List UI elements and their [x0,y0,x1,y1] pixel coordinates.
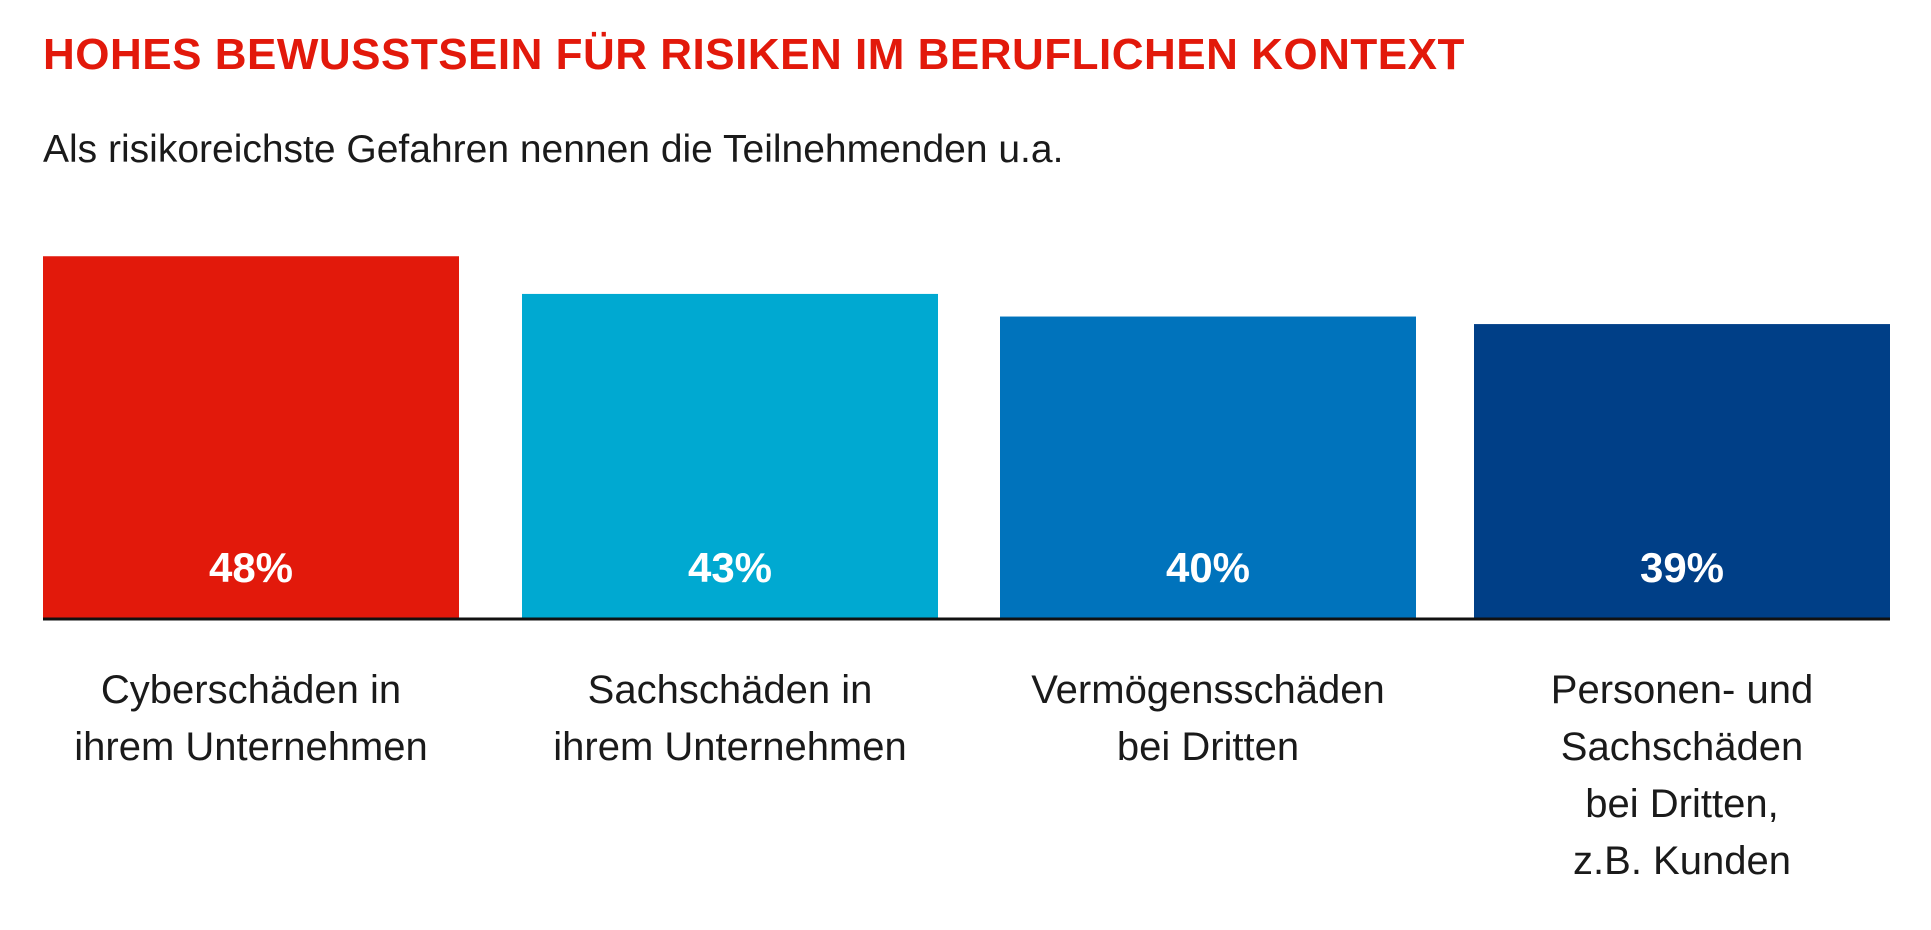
bar [1474,324,1890,618]
category-label: Sachschäden in ihrem Unternehmen [553,668,907,769]
chart-title: HOHES BEWUSSTSEIN FÜR RISIKEN IM BERUFLI… [43,30,1465,79]
bar [522,293,938,618]
category-label: Vermögensschäden bei Dritten [1031,668,1385,769]
value-label: 43% [688,544,772,591]
value-label: 39% [1640,544,1724,591]
value-label: 40% [1166,544,1250,591]
category-label: Cyberschäden in ihrem Unternehmen [74,668,428,769]
chart-subtitle: Als risikoreichste Gefahren nennen die T… [43,128,1064,171]
category-label: Personen- und Sachschäden bei Dritten, z… [1550,668,1814,883]
bar [43,256,459,618]
bar [1000,316,1416,618]
value-label: 48% [209,544,293,591]
